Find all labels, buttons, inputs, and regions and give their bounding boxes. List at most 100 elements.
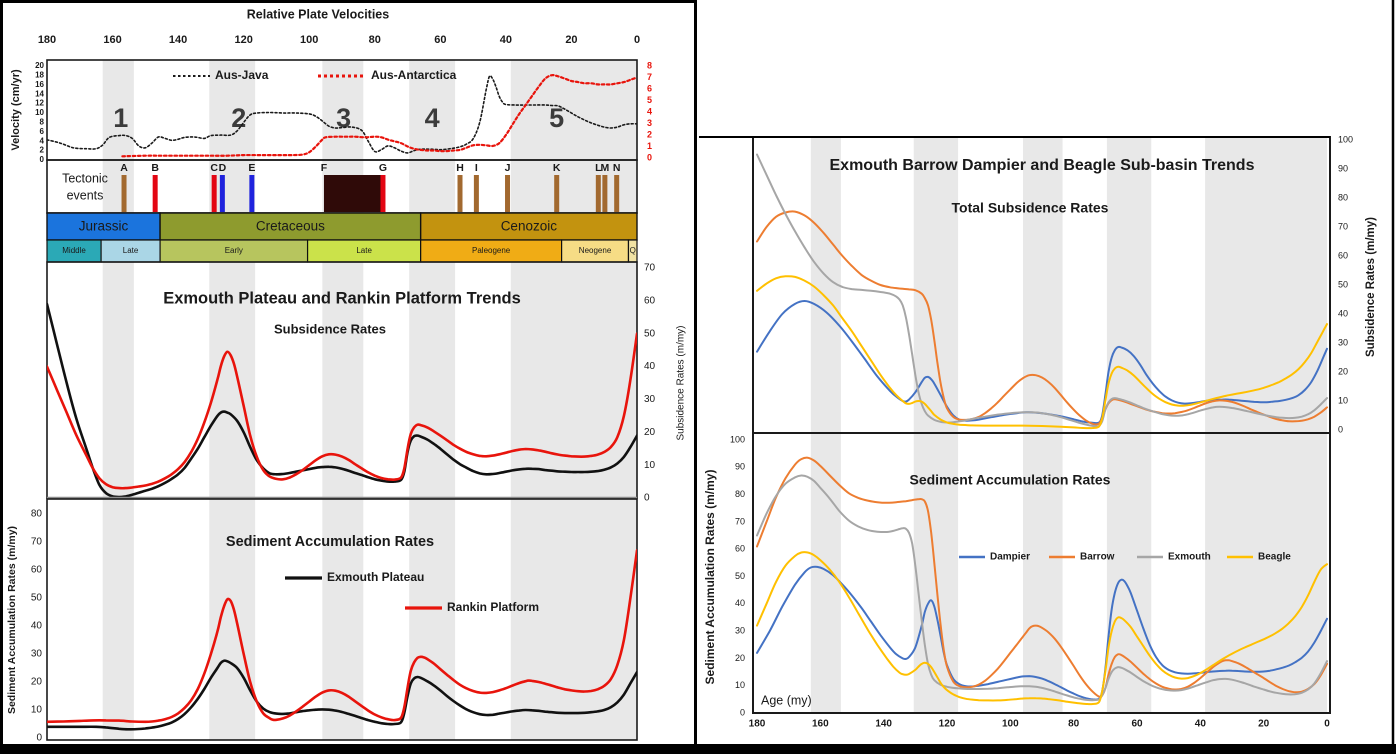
x-axis-tick-label: 140 (169, 34, 187, 46)
shaded-band (102, 262, 134, 498)
shaded-band (510, 498, 638, 740)
tectonic-event-bar (219, 175, 225, 212)
x-axis-tick-label: 180 (38, 34, 56, 46)
shaded-band (209, 160, 256, 213)
x-axis-tick-label: 80 (369, 34, 381, 46)
tectonic-event-bar (554, 175, 560, 212)
shaded-band (209, 60, 256, 160)
tectonic-events-label: events (67, 188, 104, 202)
tectonic-event-bar (152, 175, 158, 212)
timescale-period-block (419, 212, 638, 241)
subsidence-tick-label: 20 (644, 427, 656, 438)
beagle-sediment-curve (756, 551, 1328, 706)
barrow-legend-label: Barrow (1080, 552, 1115, 563)
velocity-tick-label: 14 (35, 89, 44, 98)
aus-java-legend-label: Aus-Java (215, 68, 269, 82)
shaded-band (510, 60, 638, 160)
sediment-axis-title: Sediment Accumulation Rates (m/my) (6, 526, 18, 714)
right-x-axis-tick-label: 120 (939, 719, 956, 730)
timescale-epoch-label: Paleogene (472, 246, 511, 255)
aus-java-curve (47, 74, 637, 154)
right-figure-title: Exmouth Barrow Dampier and Beagle Sub-ba… (830, 157, 1255, 174)
velocity-tick-label: 16 (35, 80, 44, 89)
right-x-axis-tick-label: 60 (1131, 719, 1143, 730)
right-subsidence-tick-label: 30 (1338, 337, 1348, 347)
exmouth-sediment-curve (756, 474, 1328, 702)
tectonic-event-letter: K (553, 162, 561, 174)
timescale-epoch-label: Neogene (579, 246, 612, 255)
right-subsidence-tick-label: 20 (1338, 366, 1348, 376)
sediment-tick-label: 60 (31, 565, 43, 576)
right-subsidence-tick-label: 90 (1338, 163, 1348, 173)
exmouth-plateau-sediment-curve (47, 659, 637, 731)
tectonic-event-bar (380, 175, 386, 212)
right-velocity-tick-label: 3 (647, 118, 652, 128)
tectonic-event-bar (505, 175, 511, 212)
barrow-subsidence-curve (756, 210, 1328, 426)
shaded-band (1205, 433, 1328, 713)
right-x-axis-tick-label: 20 (1258, 719, 1270, 730)
shaded-band (1106, 433, 1152, 713)
shaded-band (913, 137, 959, 433)
phase-number-label: 1 (113, 103, 128, 133)
velocity-tick-label: 20 (35, 61, 44, 70)
velocity-tick-label: 12 (35, 99, 44, 108)
timescale-period-label: Jurassic (79, 219, 129, 234)
tectonic-event-letter: H (456, 162, 464, 174)
aus-antarctica-legend-label: Aus-Antarctica (371, 68, 457, 82)
rankin-platform-subsidence-curve (47, 332, 637, 490)
shaded-band (1023, 137, 1063, 433)
barrow-sediment-curve (756, 456, 1328, 698)
timescale-epoch-label: Middle (62, 246, 86, 255)
tectonic-event-letter: L (595, 162, 602, 174)
subsidence-tick-label: 30 (644, 394, 656, 405)
right-sediment-tick-label: 50 (735, 571, 745, 581)
aus-antarctica-curve (121, 74, 637, 158)
right-velocity-tick-label: 2 (647, 129, 652, 139)
right-x-axis-tick-label: 80 (1068, 719, 1080, 730)
right-velocity-tick-label: 4 (647, 106, 652, 116)
plate-velocities-title: Relative Plate Velocities (247, 7, 389, 21)
right-subsidence-tick-label: 70 (1338, 221, 1348, 231)
tectonic-event-block (323, 175, 383, 212)
shaded-band (1205, 137, 1328, 433)
timescale-period-label: Cretaceous (256, 219, 325, 234)
shaded-band (409, 160, 456, 213)
tectonic-event-letter: M (601, 162, 610, 174)
right-x-axis-tick-label: 140 (875, 719, 892, 730)
shaded-band (810, 433, 841, 713)
right-subsidence-subtitle: Total Subsidence Rates (952, 200, 1109, 216)
shaded-band (102, 60, 134, 160)
timescale-period-block (46, 212, 161, 241)
shaded-band (322, 262, 364, 498)
right-subsidence-tick-label: 80 (1338, 192, 1348, 202)
right-subsidence-tick-label: 10 (1338, 395, 1348, 405)
tectonic-event-letter: F (321, 162, 328, 174)
right-x-axis-tick-label: 160 (812, 719, 829, 730)
right-velocity-tick-label: 7 (647, 72, 652, 82)
dampier-sediment-curve (756, 565, 1328, 701)
right-subsidence-tick-label: 100 (1338, 134, 1353, 144)
velocity-axis-title: Velocity (cm/yr) (10, 69, 22, 151)
shaded-band (1023, 433, 1063, 713)
tectonic-event-letter: A (120, 162, 128, 174)
left-subsidence-subtitle: Subsidence Rates (274, 321, 386, 336)
right-velocity-tick-label: 0 (647, 152, 652, 162)
right-subsidence-tick-label: 40 (1338, 308, 1348, 318)
sediment-tick-label: 10 (31, 705, 43, 716)
exmouth-plateau-legend-label: Exmouth Plateau (327, 570, 424, 584)
subsidence-tick-label: 10 (644, 460, 656, 471)
subsidence-tick-label: 0 (644, 493, 650, 504)
figure-bottom-border (0, 744, 1396, 754)
tectonic-event-bar (121, 175, 127, 212)
sediment-tick-label: 70 (31, 537, 43, 548)
subsidence-axis-title: Subsidence Rates (m/my) (676, 325, 687, 440)
right-velocity-tick-label: 6 (647, 83, 652, 93)
tectonic-event-letter: E (248, 162, 255, 174)
timescale-epoch-label: Q (630, 246, 636, 255)
x-axis-tick-label: 160 (103, 34, 121, 46)
right-x-axis-tick-label: 0 (1324, 719, 1330, 730)
tectonic-events-label: Tectonic (62, 171, 108, 185)
dampier-legend-label: Dampier (990, 552, 1030, 563)
